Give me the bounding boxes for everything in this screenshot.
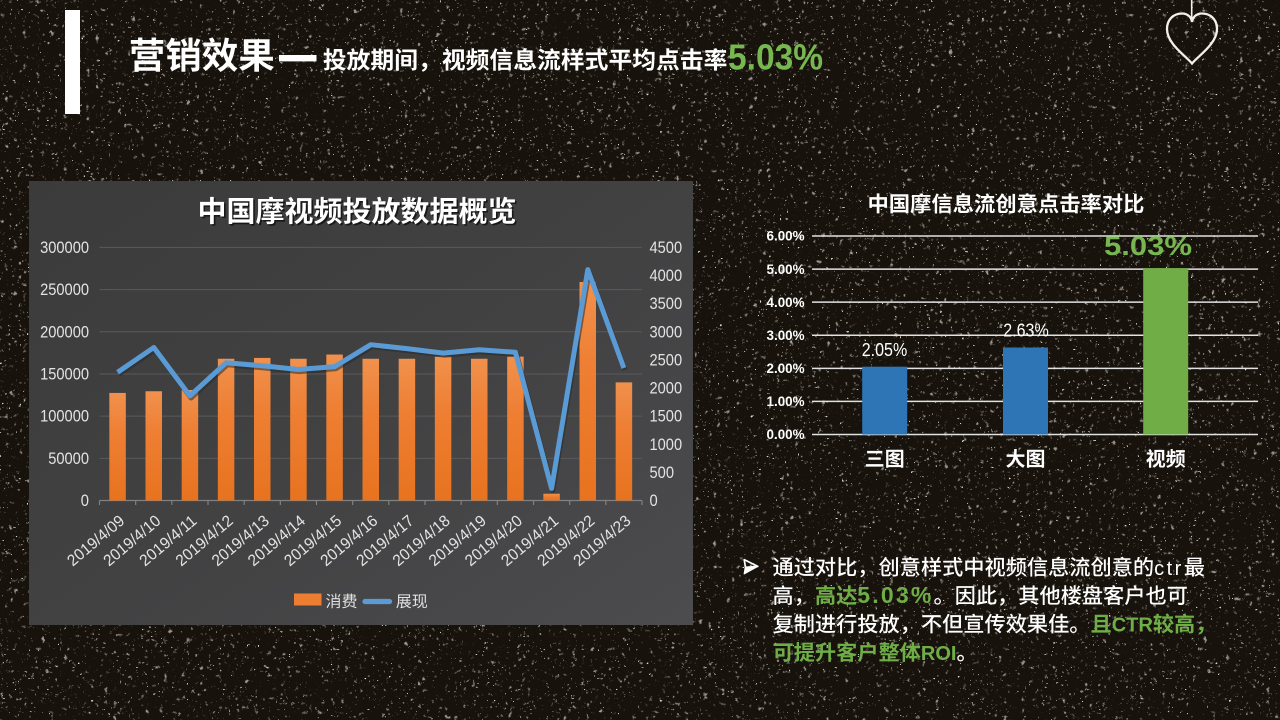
svg-text:2.05%: 2.05%: [862, 339, 908, 360]
svg-text:100000: 100000: [40, 408, 89, 426]
svg-text:2000: 2000: [650, 380, 683, 398]
svg-text:1000: 1000: [650, 436, 683, 454]
svg-text:3000: 3000: [650, 323, 683, 341]
svg-text:150000: 150000: [40, 366, 89, 384]
svg-text:4500: 4500: [650, 239, 683, 257]
svg-text:0.00%: 0.00%: [767, 427, 805, 442]
svg-text:50000: 50000: [48, 450, 89, 468]
svg-text:2.63%: 2.63%: [1003, 320, 1049, 341]
svg-text:0: 0: [650, 492, 658, 510]
svg-text:3500: 3500: [650, 295, 683, 313]
svg-text:5.00%: 5.00%: [767, 262, 805, 277]
svg-text:ctr: ctr: [1154, 558, 1184, 580]
svg-text:2.00%: 2.00%: [767, 361, 805, 376]
svg-text:3.00%: 3.00%: [767, 328, 805, 343]
svg-text:5.03%: 5.03%: [857, 582, 933, 608]
svg-text:6.00%: 6.00%: [767, 229, 805, 244]
svg-text:2500: 2500: [650, 351, 683, 369]
svg-text:500: 500: [650, 464, 675, 482]
svg-text:250000: 250000: [40, 281, 89, 299]
svg-text:0: 0: [81, 492, 89, 510]
svg-text:5.03%: 5.03%: [1104, 231, 1192, 261]
svg-text:300000: 300000: [40, 239, 89, 257]
svg-text:4.00%: 4.00%: [767, 295, 805, 310]
svg-text:ROI: ROI: [921, 643, 957, 665]
svg-text:5.03%: 5.03%: [728, 36, 823, 77]
svg-text:200000: 200000: [40, 323, 89, 341]
svg-text:1.00%: 1.00%: [767, 394, 805, 409]
svg-text:1500: 1500: [650, 408, 683, 426]
svg-text:4000: 4000: [650, 267, 683, 285]
svg-text:CTR: CTR: [1112, 615, 1154, 637]
